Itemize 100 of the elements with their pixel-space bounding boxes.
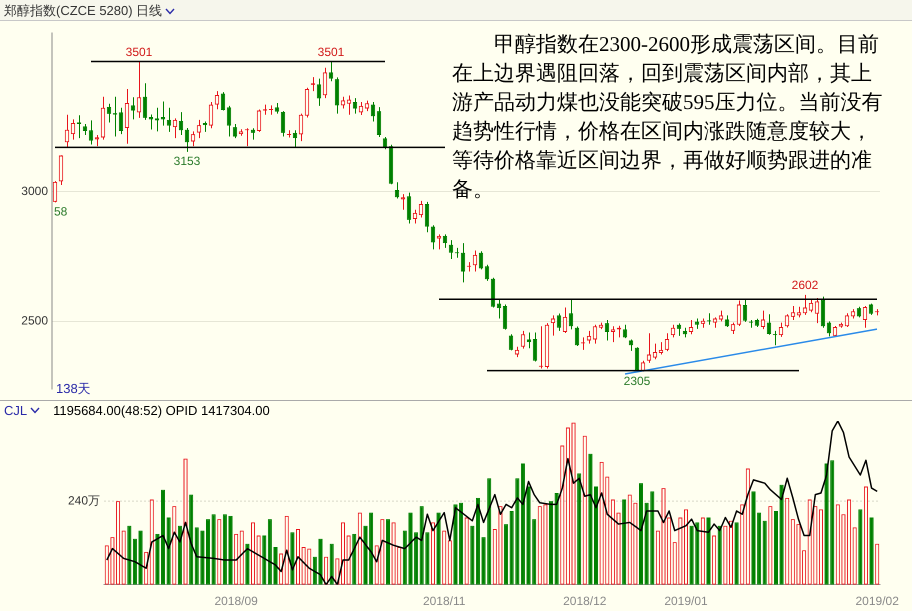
annotation: 3153 (174, 154, 201, 168)
candlestick (646, 332, 652, 364)
bar (212, 514, 216, 585)
bar (751, 491, 756, 585)
bar (695, 522, 700, 585)
candlestick (448, 240, 454, 260)
chart-title: 郑醇指数(CZCE 5280) 日线 (4, 2, 162, 20)
bar (352, 534, 356, 585)
x-tick-label: 2019/02 (855, 594, 900, 608)
bar (127, 526, 132, 585)
bar (520, 464, 525, 585)
bar (554, 492, 559, 585)
candlestick (346, 94, 352, 116)
bar (718, 526, 722, 585)
bar (644, 502, 649, 585)
x-tick-label: 2018/12 (563, 594, 607, 608)
bar (436, 512, 441, 585)
bar (194, 527, 199, 585)
bar (594, 486, 598, 585)
bar (515, 478, 520, 585)
candlestick (802, 294, 808, 316)
candlestick (796, 306, 802, 318)
candlestick (682, 327, 688, 338)
bar (166, 518, 171, 585)
x-tick-label: 2018/09 (214, 594, 258, 608)
bar (638, 483, 644, 585)
y-tick-label: 3000 (21, 184, 48, 198)
candlestick (850, 308, 856, 319)
candlestick (730, 322, 736, 335)
chart-title: CJL (4, 403, 28, 418)
bar (549, 501, 554, 585)
bar (161, 490, 166, 585)
bar (206, 519, 210, 585)
bar (330, 544, 334, 585)
bar (273, 546, 278, 585)
bar (459, 502, 464, 585)
bar (155, 534, 160, 585)
annotation: 2305 (624, 374, 651, 388)
bar (262, 536, 266, 585)
annotation: 138天 (56, 380, 91, 398)
bar (870, 518, 874, 585)
bar (245, 544, 250, 585)
bar (588, 454, 592, 585)
candlestick (160, 100, 166, 126)
y-tick-label: 2500 (21, 314, 48, 328)
bar (780, 484, 784, 585)
bar (312, 556, 317, 585)
bar (268, 519, 272, 585)
bar (526, 486, 531, 585)
bar (706, 518, 711, 585)
candlestick (148, 114, 154, 130)
bar (762, 520, 767, 585)
bar (132, 538, 137, 585)
bar (482, 537, 486, 585)
bar (532, 519, 536, 585)
bar (420, 506, 424, 585)
annotation: 3501 (126, 44, 153, 59)
bar (577, 473, 582, 585)
bar (138, 530, 143, 585)
bar (200, 530, 204, 585)
bar (774, 510, 778, 585)
candlestick (268, 104, 274, 116)
candlestick (676, 322, 682, 336)
bar (228, 516, 233, 585)
bar (408, 512, 412, 585)
bar (470, 526, 474, 585)
bar (222, 514, 227, 585)
bar (402, 530, 407, 585)
bar (650, 491, 654, 585)
annotation: 甲醇指数在2300-2600形成震荡区间。目前在上边界遇阻回落，回到震荡区间内部，其上游产品动力煤也没能突破595压力位。当前没有趋势性行情，价格在区间内涨跌随意度较大，等待价格靠近区间边界，再做好顺势跟进的准备。 (452, 31, 884, 203)
chart-subtitle: 1195684.00(48:52) OPID 1417304.00 (53, 403, 270, 418)
bar (189, 494, 194, 585)
bar (453, 504, 458, 585)
bar (487, 478, 492, 585)
bar (290, 532, 294, 585)
bar (734, 522, 739, 585)
x-tick-label: 2019/01 (664, 594, 708, 608)
bar (414, 532, 418, 585)
bar (690, 526, 694, 585)
bar (476, 498, 480, 585)
bar (858, 509, 862, 585)
bar (824, 464, 829, 585)
candlestick (190, 130, 196, 147)
annotation: 58 (54, 204, 68, 219)
bar (830, 460, 834, 585)
bar (757, 512, 762, 585)
bar (510, 510, 514, 585)
candlestick (496, 299, 502, 319)
candlestick (826, 320, 832, 337)
bar (622, 500, 626, 585)
candlestick (790, 306, 796, 321)
x-tick-label: 2018/11 (422, 594, 466, 608)
bar (425, 532, 430, 585)
annotation: 3501 (318, 44, 345, 59)
candlestick (400, 194, 406, 210)
bar (504, 524, 508, 585)
bar (178, 526, 182, 585)
bar (369, 512, 374, 585)
bar (363, 526, 368, 585)
annotation: 2602 (792, 278, 819, 292)
